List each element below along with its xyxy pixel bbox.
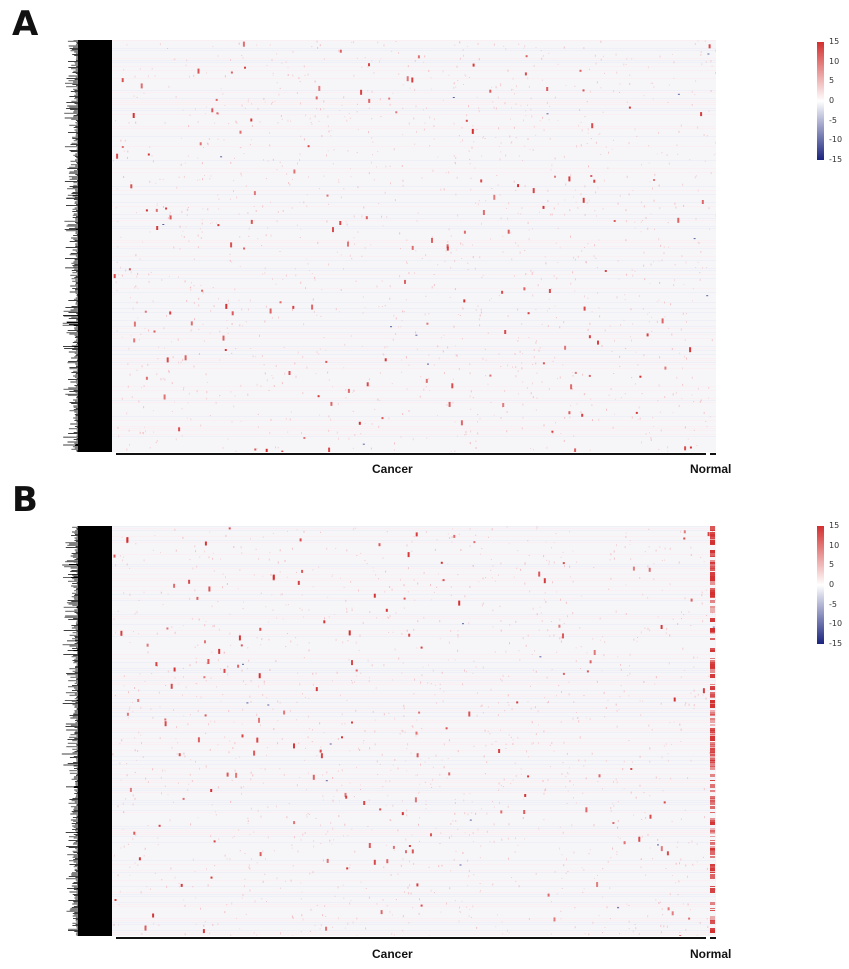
group-bar-normal (710, 937, 716, 939)
row-dendrogram (62, 40, 112, 452)
group-label-normal: Normal (690, 462, 732, 476)
legend-tick-label: -15 (829, 639, 843, 648)
legend-tick-label: 0 (829, 580, 835, 589)
legend-tick-label: -5 (829, 599, 837, 609)
legend-tick-label: 10 (829, 56, 840, 66)
group-bar-cancer (116, 453, 706, 455)
group-bar-normal (710, 453, 716, 455)
row-dendrogram (61, 526, 112, 936)
group-bar-cancer (116, 937, 706, 939)
legend-tick-label: 5 (829, 76, 835, 86)
legend-tick-label: 15 (829, 37, 840, 46)
legend-tick-label: 10 (829, 540, 840, 550)
heatmap-grid (112, 526, 716, 936)
heatmap-grid (112, 40, 716, 452)
group-label-normal: Normal (690, 947, 732, 961)
legend-tick-label: -10 (829, 135, 843, 145)
group-label-cancer: Cancer (372, 462, 413, 476)
heatmap-panel-a: A Cancer Normal 15 10 5 0 -5 -10 -15 (0, 0, 849, 484)
legend-tick-label: -10 (829, 619, 843, 629)
group-label-cancer: Cancer (372, 947, 413, 961)
color-legend: 15 10 5 0 -5 -10 -15 (814, 521, 849, 649)
panel-label: A (12, 4, 39, 44)
legend-tick-label: 0 (829, 96, 835, 105)
legend-tick-label: -15 (829, 155, 843, 164)
legend-tick-label: 5 (829, 560, 835, 570)
legend-tick-label: -5 (829, 115, 837, 125)
color-legend: 15 10 5 0 -5 -10 -15 (814, 37, 849, 165)
color-legend-bar (817, 42, 824, 160)
panel-label: B (12, 480, 38, 520)
legend-tick-label: 15 (829, 521, 840, 530)
heatmap-panel-b: B Cancer Normal 15 10 5 0 -5 -10 -15 (0, 480, 849, 968)
color-legend-bar (817, 526, 824, 644)
